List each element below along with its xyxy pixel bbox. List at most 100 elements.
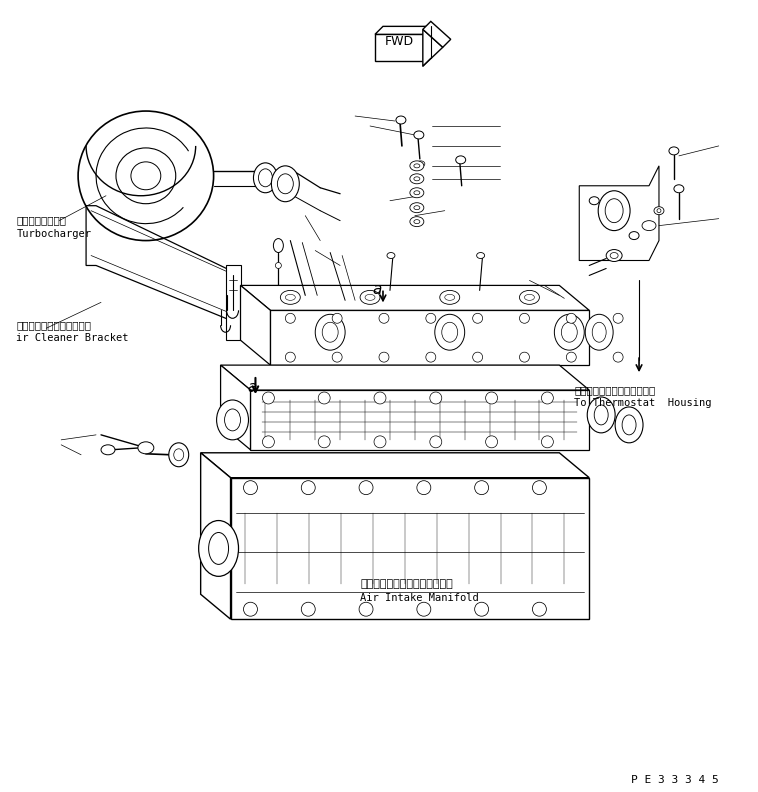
- Ellipse shape: [199, 520, 239, 577]
- Ellipse shape: [359, 602, 373, 616]
- Text: エアーインテークマニホールド: エアーインテークマニホールド: [360, 579, 453, 589]
- Text: エアークリーナブラケット: エアークリーナブラケット: [17, 320, 91, 330]
- Ellipse shape: [519, 314, 529, 323]
- Text: a: a: [247, 380, 257, 395]
- Ellipse shape: [285, 314, 296, 323]
- Ellipse shape: [605, 199, 623, 223]
- Ellipse shape: [426, 352, 436, 362]
- Ellipse shape: [417, 161, 424, 167]
- Ellipse shape: [396, 116, 406, 124]
- Ellipse shape: [301, 602, 315, 616]
- Ellipse shape: [541, 436, 553, 447]
- Text: サーモスタットハウジングへ: サーモスタットハウジングへ: [575, 385, 656, 395]
- Text: Turbocharger: Turbocharger: [17, 229, 91, 238]
- Ellipse shape: [365, 295, 375, 300]
- Ellipse shape: [440, 291, 459, 304]
- Polygon shape: [375, 26, 431, 34]
- Text: FWD: FWD: [384, 35, 414, 48]
- Text: a: a: [372, 283, 381, 298]
- Polygon shape: [375, 34, 423, 61]
- Polygon shape: [201, 453, 230, 619]
- Ellipse shape: [280, 291, 300, 304]
- Ellipse shape: [566, 314, 576, 323]
- Ellipse shape: [414, 131, 424, 139]
- Ellipse shape: [669, 147, 679, 155]
- Ellipse shape: [475, 481, 489, 495]
- Ellipse shape: [410, 188, 424, 198]
- Ellipse shape: [332, 314, 342, 323]
- Ellipse shape: [332, 352, 342, 362]
- Polygon shape: [579, 166, 659, 261]
- Ellipse shape: [410, 203, 424, 213]
- Ellipse shape: [224, 409, 240, 431]
- Ellipse shape: [606, 249, 622, 261]
- Ellipse shape: [374, 392, 386, 404]
- Ellipse shape: [613, 352, 623, 362]
- Ellipse shape: [587, 397, 615, 433]
- Polygon shape: [240, 285, 271, 365]
- Ellipse shape: [430, 436, 442, 447]
- Ellipse shape: [613, 314, 623, 323]
- Ellipse shape: [532, 602, 547, 616]
- Ellipse shape: [414, 206, 420, 210]
- Ellipse shape: [301, 481, 315, 495]
- Ellipse shape: [318, 436, 330, 447]
- Ellipse shape: [594, 405, 608, 425]
- Ellipse shape: [532, 481, 547, 495]
- Ellipse shape: [318, 392, 330, 404]
- Ellipse shape: [253, 163, 277, 192]
- Ellipse shape: [275, 262, 281, 268]
- Ellipse shape: [258, 169, 272, 187]
- Ellipse shape: [359, 481, 373, 495]
- Ellipse shape: [445, 295, 455, 300]
- Ellipse shape: [477, 253, 484, 258]
- Polygon shape: [230, 478, 589, 619]
- Polygon shape: [271, 310, 589, 365]
- Ellipse shape: [442, 322, 458, 342]
- Ellipse shape: [379, 314, 389, 323]
- Polygon shape: [201, 453, 589, 478]
- Ellipse shape: [456, 156, 465, 164]
- Ellipse shape: [374, 436, 386, 447]
- Ellipse shape: [387, 253, 395, 258]
- Ellipse shape: [642, 221, 656, 230]
- Ellipse shape: [262, 392, 274, 404]
- Ellipse shape: [414, 164, 420, 168]
- Ellipse shape: [541, 392, 553, 404]
- Ellipse shape: [243, 602, 258, 616]
- Ellipse shape: [417, 481, 431, 495]
- Polygon shape: [423, 29, 443, 67]
- Ellipse shape: [486, 392, 497, 404]
- Polygon shape: [226, 265, 240, 341]
- Ellipse shape: [410, 173, 424, 184]
- Ellipse shape: [274, 238, 283, 253]
- Ellipse shape: [562, 322, 578, 342]
- Ellipse shape: [598, 191, 630, 230]
- Ellipse shape: [486, 436, 497, 447]
- Ellipse shape: [262, 436, 274, 447]
- Ellipse shape: [285, 352, 296, 362]
- Text: ir Cleaner Bracket: ir Cleaner Bracket: [17, 333, 129, 343]
- Ellipse shape: [519, 352, 529, 362]
- Ellipse shape: [360, 291, 380, 304]
- Polygon shape: [86, 206, 240, 320]
- Ellipse shape: [217, 400, 249, 440]
- Ellipse shape: [208, 532, 229, 565]
- Text: To Thermostat  Housing: To Thermostat Housing: [575, 398, 712, 408]
- Ellipse shape: [473, 352, 483, 362]
- Ellipse shape: [610, 253, 618, 258]
- Ellipse shape: [410, 217, 424, 227]
- Ellipse shape: [525, 295, 534, 300]
- Polygon shape: [221, 365, 589, 390]
- Ellipse shape: [622, 415, 636, 435]
- Ellipse shape: [473, 314, 483, 323]
- Ellipse shape: [426, 314, 436, 323]
- Ellipse shape: [554, 314, 584, 350]
- Ellipse shape: [629, 231, 639, 239]
- Text: Air Intake Manifold: Air Intake Manifold: [360, 593, 479, 604]
- Text: P E 3 3 3 4 5: P E 3 3 3 4 5: [631, 775, 719, 785]
- Ellipse shape: [615, 407, 643, 443]
- Ellipse shape: [285, 295, 296, 300]
- Ellipse shape: [430, 392, 442, 404]
- Ellipse shape: [417, 602, 431, 616]
